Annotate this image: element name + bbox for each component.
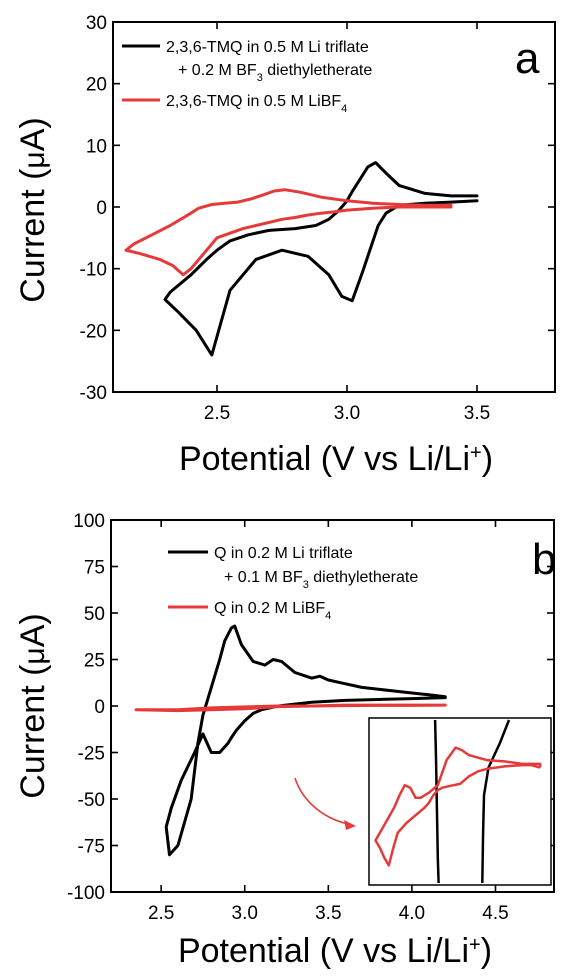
panel-b-y-tick-label: 25: [84, 651, 105, 672]
panel-a-y-ticks: -30 -20 -10 0 10 20 30: [80, 13, 555, 404]
panel-b-x-axis-title: Potential (V vs Li/Li+): [178, 932, 492, 970]
panel-b-x-tick-label: 4.5: [482, 903, 508, 924]
inset-black-line-2: [481, 719, 511, 884]
panel-a-letter: a: [515, 34, 540, 83]
panel-a-y-tick-label: 20: [86, 75, 107, 96]
panel-b-y-ticks: -100 -75 -50 -25 0 25 50 75 100: [67, 511, 554, 904]
panel-b-series-line-2: [134, 703, 447, 713]
panel-b-series-line-1: [164, 624, 447, 857]
panel-b-y-tick-label: -50: [78, 790, 105, 811]
panel-a-y-axis-title: Current (μA): [14, 117, 52, 302]
panel-a: -30 -20 -10 0 10 20 30 2.5 3.0 3.5 2,3,6-TMQ in …: [14, 13, 556, 478]
panel-b-y-tick-label: -100: [67, 883, 105, 904]
panel-a-y-tick-label: 30: [86, 13, 107, 34]
panel-b-y-tick-label: 100: [73, 511, 105, 532]
panel-b-y-tick-label: -75: [78, 837, 105, 858]
panel-b-y-tick-label: 75: [84, 558, 105, 579]
panel-b-series: [134, 624, 447, 857]
panel-a-y-tick-label: -10: [80, 260, 107, 281]
panel-b-x-tick-label: 3.0: [232, 903, 258, 924]
panel-b-letter: b: [532, 535, 556, 584]
inset-black-line-1: [433, 719, 440, 884]
panel-b-y-tick-label: -25: [78, 744, 105, 765]
panel-b-legend-label-1a: Q in 0.2 M Li triflate: [214, 545, 353, 562]
panel-b-legend-label-1b: + 0.1 M BF3 diethyletherate: [224, 569, 418, 591]
panel-b-y-axis-title: Current (μA): [14, 613, 52, 798]
panel-b-inset-series: [374, 719, 542, 884]
panel-a-series-line-1: [163, 161, 479, 357]
panel-a-x-tick-label: 2.5: [204, 403, 230, 424]
panel-b-x-tick-label: 3.5: [315, 903, 341, 924]
panel-b-inset: [368, 717, 552, 886]
panel-b-x-ticks: 2.5 3.0 3.5 4.0 4.5: [148, 520, 509, 924]
panel-a-x-tick-label: 3.0: [334, 403, 360, 424]
inset-pointer-arrowhead: [344, 820, 356, 830]
panel-a-legend-label-1b: + 0.2 M BF3 diethyletherate: [178, 62, 372, 84]
panel-a-series-line-2: [124, 188, 453, 277]
panel-b-x-tick-label: 2.5: [148, 903, 174, 924]
panel-a-y-tick-label: -20: [80, 321, 107, 342]
panel-a-series: [124, 161, 479, 357]
inset-red-line: [374, 746, 542, 867]
panel-a-y-tick-label: 0: [96, 198, 107, 219]
panel-a-y-tick-label: 10: [86, 136, 107, 157]
inset-pointer-arrow: [294, 777, 349, 825]
panel-a-y-tick-label: -30: [80, 383, 107, 404]
panel-a-x-tick-label: 3.5: [464, 403, 490, 424]
panel-a-legend-label-2: 2,3,6-TMQ in 0.5 M LiBF4: [166, 93, 347, 115]
panel-b-y-tick-label: 50: [84, 604, 105, 625]
panel-a-x-ticks: 2.5 3.0 3.5: [204, 22, 490, 424]
panel-a-legend-label-1a: 2,3,6-TMQ in 0.5 M Li triflate: [166, 39, 369, 56]
panel-b-x-tick-label: 4.0: [399, 903, 425, 924]
panel-a-x-axis-title: Potential (V vs Li/Li+): [179, 440, 493, 478]
panel-b-legend-label-2: Q in 0.2 M LiBF4: [214, 600, 331, 622]
panel-b-legend: Q in 0.2 M Li triflate + 0.1 M BF3 dieth…: [168, 545, 418, 622]
panel-b-y-tick-label: 0: [94, 697, 105, 718]
panel-b-inset-frame: [368, 717, 552, 886]
panel-a-legend: 2,3,6-TMQ in 0.5 M Li triflate + 0.2 M B…: [122, 39, 372, 115]
